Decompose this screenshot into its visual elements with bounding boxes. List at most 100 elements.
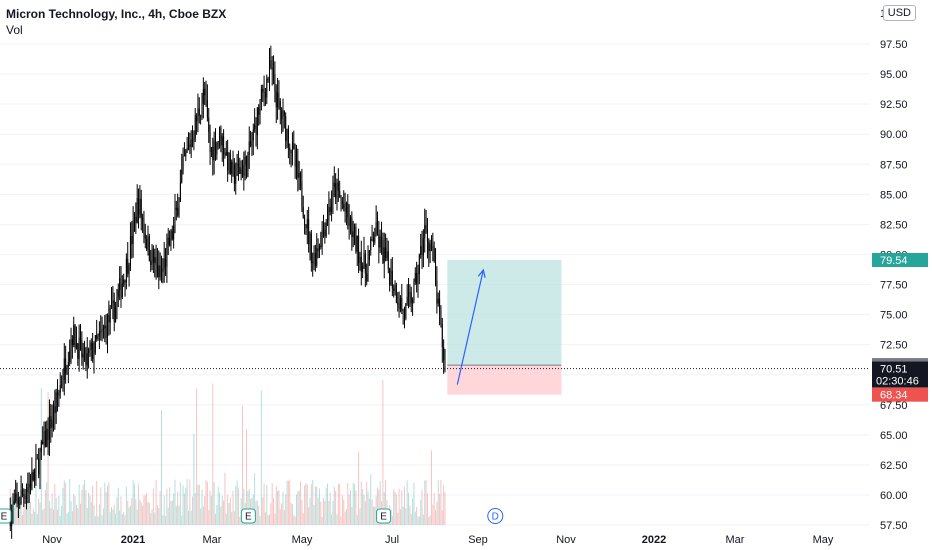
candle-body	[61, 384, 63, 386]
candle-body	[389, 268, 391, 285]
volume-bar	[219, 492, 221, 525]
volume-bar	[186, 479, 188, 525]
volume-bar	[138, 484, 140, 525]
volume-bar	[428, 516, 430, 525]
volume-bar	[32, 508, 34, 525]
volume-bar	[39, 502, 41, 525]
volume-label[interactable]: Vol	[6, 23, 23, 37]
candles	[9, 45, 446, 539]
candle-body	[262, 88, 264, 92]
volume-bar	[410, 513, 412, 525]
candle-body	[125, 258, 127, 283]
volume-bar	[320, 501, 322, 525]
symbol-title[interactable]: Micron Technology, Inc., 4h, Cboe BZX	[6, 7, 227, 21]
volume-bar	[24, 500, 26, 525]
volume-bar	[62, 487, 64, 525]
volume-bar	[239, 516, 241, 525]
volume-bar	[116, 497, 118, 525]
currency-button[interactable]: USD	[882, 5, 916, 21]
volume-bar	[121, 513, 123, 525]
candle-body	[287, 129, 289, 148]
volume-bar	[171, 500, 173, 525]
volume-bar	[378, 489, 380, 525]
volume-bar	[212, 383, 214, 525]
candle-body	[173, 225, 175, 240]
stop-zone[interactable]	[447, 365, 562, 395]
candle-body	[399, 297, 401, 309]
volume-bar	[220, 506, 222, 525]
candle-body	[347, 203, 349, 218]
volume-bar	[214, 513, 216, 525]
candle-body	[289, 147, 291, 151]
volume-bar	[371, 499, 373, 525]
volume-bar	[174, 479, 176, 525]
volume-bar	[305, 482, 307, 525]
volume-bar	[112, 509, 114, 525]
dividend-marker[interactable]: D	[487, 508, 504, 524]
candle-body	[293, 142, 295, 150]
volume-bar	[243, 488, 245, 525]
candle-body	[155, 257, 157, 265]
candle-body	[219, 127, 221, 142]
volume-bar	[343, 499, 345, 525]
volume-bar	[50, 508, 52, 525]
candle-body	[92, 342, 94, 359]
candle-body	[344, 208, 346, 212]
volume-bar	[66, 513, 68, 525]
volume-bar	[196, 388, 198, 525]
volume-bar	[165, 516, 167, 525]
candle-body	[279, 101, 281, 110]
candle-body	[16, 493, 18, 498]
candle-body	[345, 203, 347, 212]
volume-bar	[281, 503, 283, 525]
candle-body	[194, 115, 196, 139]
x-tick-label: Nov	[42, 534, 62, 546]
volume-bar	[88, 492, 90, 525]
volume-bar	[58, 495, 60, 525]
volume-bar	[394, 492, 396, 525]
volume-bar	[28, 490, 30, 525]
volume-bar	[70, 501, 72, 525]
volume-bar	[403, 486, 405, 525]
stop-price-badge-bg	[872, 387, 928, 402]
volume-bar	[35, 482, 37, 525]
candle-body	[57, 392, 59, 396]
volume-bar	[441, 510, 443, 525]
volume-bar	[113, 504, 115, 525]
volume-bar	[313, 504, 315, 525]
candle-body	[117, 289, 119, 297]
earnings-marker[interactable]: E	[0, 508, 12, 524]
earnings-marker[interactable]: E	[376, 508, 392, 524]
candle-body	[300, 172, 302, 182]
candle-body	[177, 207, 179, 216]
earnings-marker[interactable]: E	[240, 508, 256, 524]
candle-body	[256, 107, 258, 136]
candle-body	[381, 236, 383, 240]
candle-body	[11, 510, 13, 527]
volume-bar	[61, 505, 63, 525]
candle-body	[88, 349, 90, 354]
candle-body	[183, 155, 185, 157]
volume-bar	[19, 495, 21, 525]
candle-body	[86, 353, 88, 366]
volume-bar	[235, 486, 237, 525]
candle-body	[275, 91, 277, 108]
volume-bar	[170, 500, 172, 525]
volume-bar	[78, 484, 80, 525]
projection-arrow[interactable]	[456, 269, 484, 385]
volume-bar	[55, 498, 57, 525]
volume-bar	[194, 492, 196, 525]
candle-body	[322, 230, 324, 232]
volume-bar	[316, 486, 318, 525]
candle-body	[47, 428, 49, 440]
candle-body	[440, 311, 442, 325]
candle-body	[108, 315, 110, 323]
candle-body	[50, 416, 52, 428]
volume-bar	[158, 507, 160, 525]
bar-countdown: 02:30:46	[876, 376, 919, 388]
volume-bar	[314, 486, 316, 525]
target-zone[interactable]	[447, 260, 562, 366]
candle-body	[189, 144, 191, 147]
volume-bar	[363, 495, 365, 525]
